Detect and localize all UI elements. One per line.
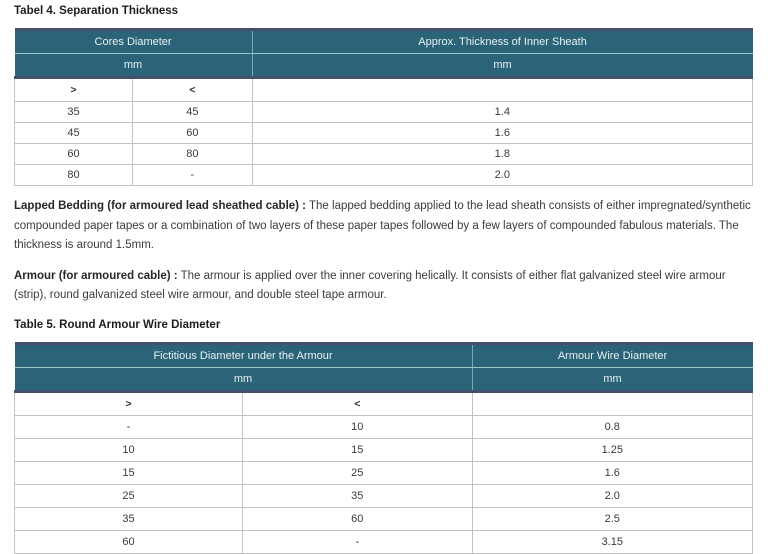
cell: 1.8 [251,143,754,165]
table-row: 60 80 1.8 [13,143,754,165]
cell: 1.6 [251,122,754,144]
cell: 1.25 [471,437,754,462]
armour-lead: Armour (for armoured cable) : [14,269,178,282]
cell: 60 [132,122,253,144]
table4-unit-right: mm [251,53,753,79]
cell: 45 [13,122,134,144]
less-than-sign: < [242,390,473,416]
table4-title: Tabel 4. Separation Thickness [14,5,179,17]
table-row: 80 - 2.0 [13,164,754,186]
table5-title: Table 5. Round Armour Wire Diameter [14,318,221,331]
table-row: 35 45 1.4 [13,101,754,123]
table4-unit-left: mm [14,53,253,79]
table5-header-fictitious-diameter: Fictitious Diameter under the Armour [14,341,473,368]
cell: 15 [13,460,244,485]
cell: 35 [13,101,134,123]
cell: 60 [13,529,244,554]
table-row: > < [13,390,754,416]
cell: 3.15 [471,529,754,554]
greater-than-sign: > [13,390,244,416]
table-row: 60 - 3.15 [13,529,754,554]
table4-header-cores-diameter: Cores Diameter [14,28,253,54]
table-row: 10 15 1.25 [13,437,754,462]
armour-text: The armour is applied over the inner cov… [14,269,726,302]
empty-cell [471,390,754,416]
cell: 10 [13,437,244,462]
cell: 2.0 [471,483,754,508]
table5-header-wire-diameter: Armour Wire Diameter [471,341,753,368]
cell: 35 [242,483,473,508]
table-row: 45 60 1.6 [13,122,754,144]
cell: 1.4 [251,101,754,123]
table4-header: Cores Diameter Approx. Thickness of Inne… [14,28,753,79]
table4-header-inner-sheath: Approx. Thickness of Inner Sheath [251,28,753,54]
cell: 45 [132,101,253,123]
lapped-bedding-paragraph: Lapped Bedding (for armoured lead sheath… [14,197,753,256]
cell: 25 [242,460,473,485]
table5-unit-right: mm [471,367,753,393]
cell: 2.0 [251,164,754,186]
cell: 80 [13,164,134,186]
cell: 10 [242,414,473,439]
cell: - [13,414,244,439]
table-row: - 10 0.8 [13,414,754,439]
armour-paragraph: Armour (for armoured cable) : The armour… [14,267,753,306]
table5-unit-left: mm [14,367,473,393]
less-than-sign: < [132,77,253,102]
lapped-bedding-text: The lapped bedding applied to the lead s… [14,200,751,251]
cell: 1.6 [471,460,754,485]
empty-cell [251,77,754,102]
cell: 80 [132,143,253,165]
cell: 60 [13,143,134,165]
table-row: 15 25 1.6 [13,460,754,485]
table5-header: Fictitious Diameter under the Armour Arm… [14,341,753,393]
cell: 15 [242,437,473,462]
lapped-bedding-lead: Lapped Bedding (for armoured lead sheath… [14,200,307,212]
cell: - [132,164,253,186]
greater-than-sign: > [13,77,134,102]
cell: 0.8 [471,414,754,439]
armour-wire-diameter-table: Fictitious Diameter under the Armour Arm… [13,341,754,554]
cell: 25 [13,483,244,508]
table-row: > < [13,77,754,102]
separation-thickness-table: Cores Diameter Approx. Thickness of Inne… [13,28,754,186]
cell: - [242,529,473,554]
table-row: 25 35 2.0 [13,483,754,508]
